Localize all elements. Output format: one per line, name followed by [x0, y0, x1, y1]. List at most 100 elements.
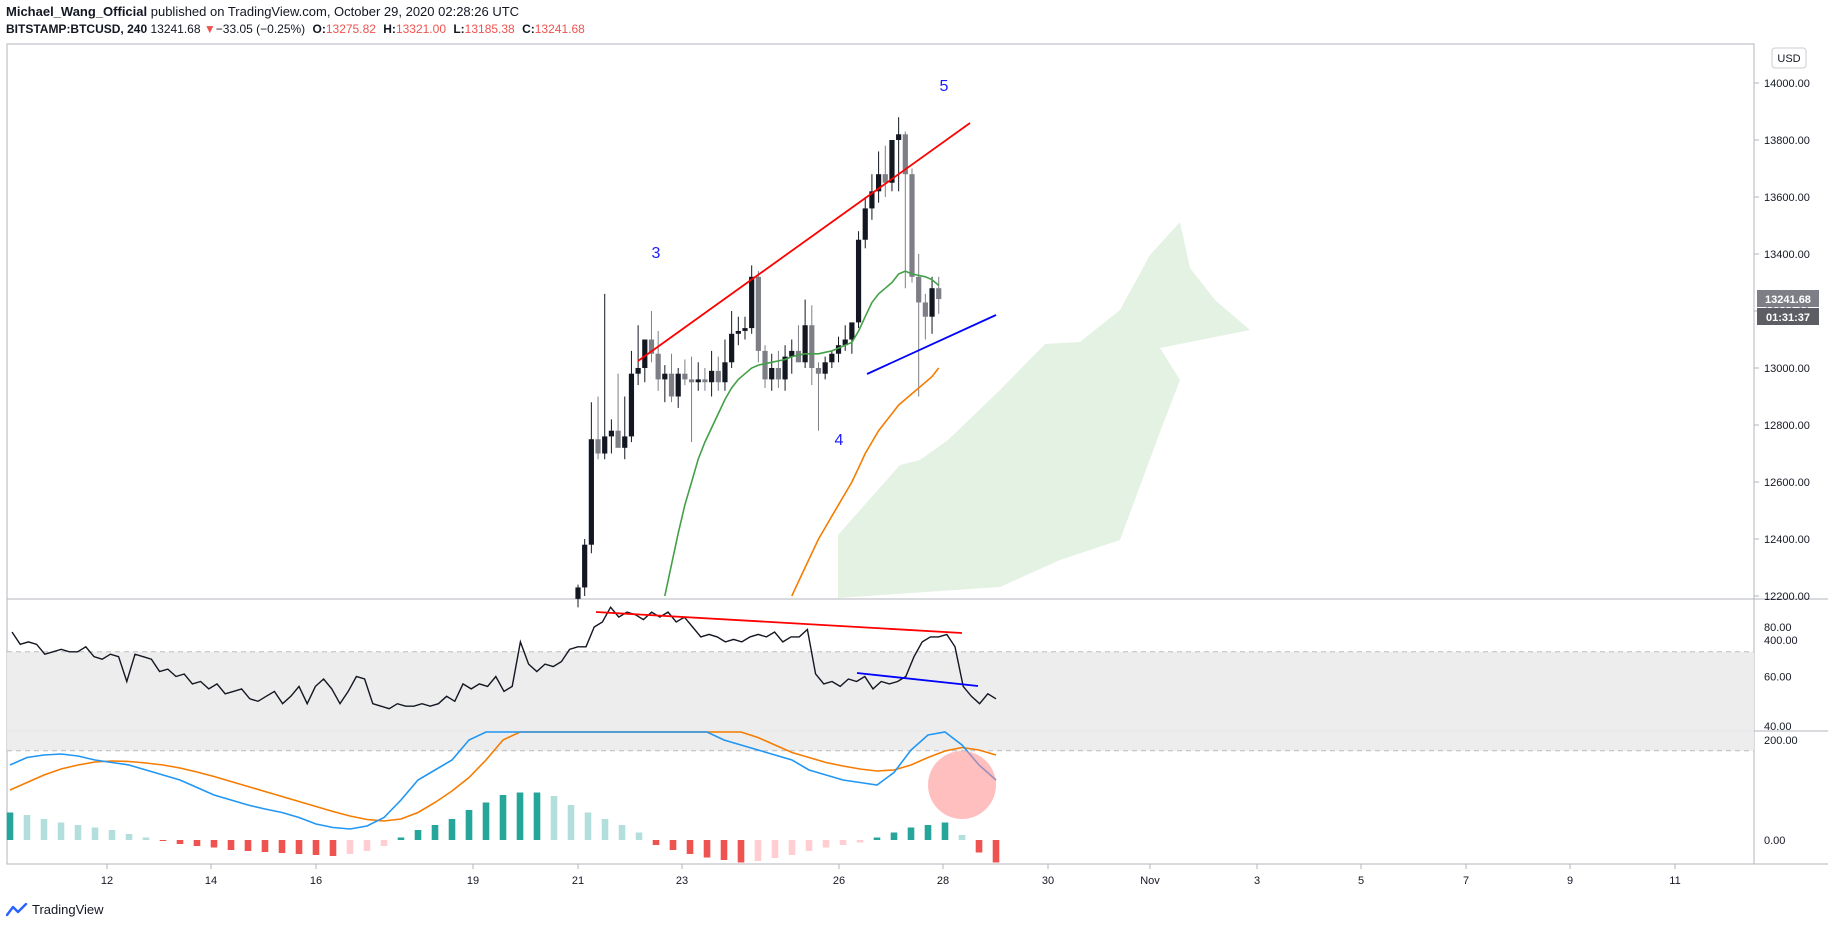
time-tick-label: 21 — [572, 875, 584, 887]
candle — [869, 174, 875, 220]
candle-body — [795, 350, 802, 363]
rsi-line — [11, 605, 997, 710]
candle — [588, 402, 594, 554]
macd-histogram-bar — [839, 840, 847, 845]
time-tick-label: Nov — [1140, 875, 1160, 887]
candle — [648, 311, 655, 363]
macd-pane[interactable] — [6, 731, 1000, 863]
candle — [742, 316, 748, 340]
candle — [655, 330, 661, 391]
candle — [575, 584, 581, 608]
candle-body — [929, 288, 935, 317]
time-tick-label: 9 — [1567, 875, 1573, 887]
macd-tick-label: 200.00 — [1764, 735, 1798, 747]
macd-histogram-bar — [533, 792, 541, 840]
candle-body — [595, 439, 601, 454]
symbol-label: BITSTAMP:BTCUSD, 240 — [6, 22, 148, 36]
candle-body — [822, 362, 828, 374]
candle-body — [695, 379, 701, 383]
price-tick-label: 13000.00 — [1764, 363, 1810, 375]
candle — [896, 117, 902, 192]
candle — [582, 539, 588, 596]
candle-body — [582, 544, 588, 588]
candle-body — [862, 208, 868, 240]
candle-body — [775, 368, 781, 380]
candle-body — [849, 322, 855, 340]
price-tick-label: 13400.00 — [1764, 249, 1810, 261]
candle-body — [688, 379, 695, 383]
macd-histogram-bar — [482, 802, 490, 840]
candle — [929, 276, 935, 334]
candle — [842, 325, 848, 351]
macd-histogram-bar — [856, 840, 864, 843]
tradingview-footer[interactable]: TradingView — [6, 902, 104, 917]
candle — [882, 145, 888, 197]
author-name[interactable]: Michael_Wang_Official — [6, 4, 148, 19]
candle — [902, 131, 908, 289]
candle — [762, 345, 768, 388]
candle-body — [742, 328, 748, 331]
macd-histogram-bar — [57, 822, 65, 840]
candle-body — [769, 368, 775, 380]
macd-histogram-bar — [312, 840, 320, 855]
candle-body — [909, 174, 915, 277]
candle-body — [668, 373, 675, 397]
macd-histogram-bar — [805, 840, 813, 851]
high-value: 13321.00 — [395, 22, 446, 36]
wave-label: 4 — [835, 432, 844, 449]
price-tick-label: 13800.00 — [1764, 135, 1810, 147]
macd-histogram-bar — [686, 840, 694, 854]
macd-line — [9, 731, 997, 830]
macd-histogram-bar — [6, 812, 14, 840]
candle-body — [682, 373, 688, 380]
price-pane[interactable]: 3 4 5 — [575, 78, 1250, 608]
macd-histogram-bar — [74, 825, 82, 840]
rsi-tick-label: 80.00 — [1764, 622, 1792, 634]
macd-histogram-bar — [958, 835, 966, 840]
candle — [916, 254, 922, 397]
change-down-icon: ▼ — [203, 22, 216, 36]
candle — [782, 345, 788, 391]
candle — [889, 140, 895, 192]
candle — [855, 231, 862, 329]
candle — [635, 325, 641, 386]
candle — [722, 339, 728, 391]
candle — [769, 353, 775, 391]
candle-body — [902, 134, 908, 175]
macd-histogram-bar — [754, 840, 762, 861]
candle-body — [615, 430, 621, 448]
close-value: 13241.68 — [534, 22, 585, 36]
rsi-pane[interactable] — [7, 605, 1754, 752]
candle — [775, 350, 781, 388]
candle — [688, 356, 695, 443]
support-trend-line — [866, 314, 997, 375]
candle-body — [809, 325, 815, 368]
candle — [809, 305, 815, 386]
candle-body — [608, 430, 614, 437]
candle — [595, 396, 601, 460]
candle-body — [835, 345, 842, 354]
close-label: C: — [522, 22, 535, 36]
candle — [615, 373, 621, 448]
macd-tick-label: 400.00 — [1764, 635, 1798, 647]
symbol-legend: BITSTAMP:BTCUSD, 240 13241.68 ▼−33.05 (−… — [6, 22, 585, 36]
candle — [862, 197, 868, 249]
macd-histogram-bar — [788, 840, 796, 855]
resistance-trend-line — [637, 122, 971, 362]
candle — [815, 362, 822, 431]
time-tick-label: 11 — [1669, 875, 1680, 887]
currency-badge-label: USD — [1777, 53, 1800, 65]
candle — [668, 353, 675, 403]
macd-histogram-bar — [227, 840, 235, 850]
published-text: published on TradingView.com, October 29… — [150, 4, 520, 19]
candle — [709, 350, 715, 397]
currency-badge[interactable] — [1771, 47, 1807, 69]
ema-slow-line — [791, 367, 940, 597]
high-label: H: — [383, 22, 396, 36]
macd-histogram-bar — [499, 795, 507, 840]
candle — [835, 336, 842, 363]
tradingview-logo-icon — [6, 902, 28, 916]
macd-histogram-bar — [431, 825, 439, 840]
candle — [642, 339, 648, 383]
